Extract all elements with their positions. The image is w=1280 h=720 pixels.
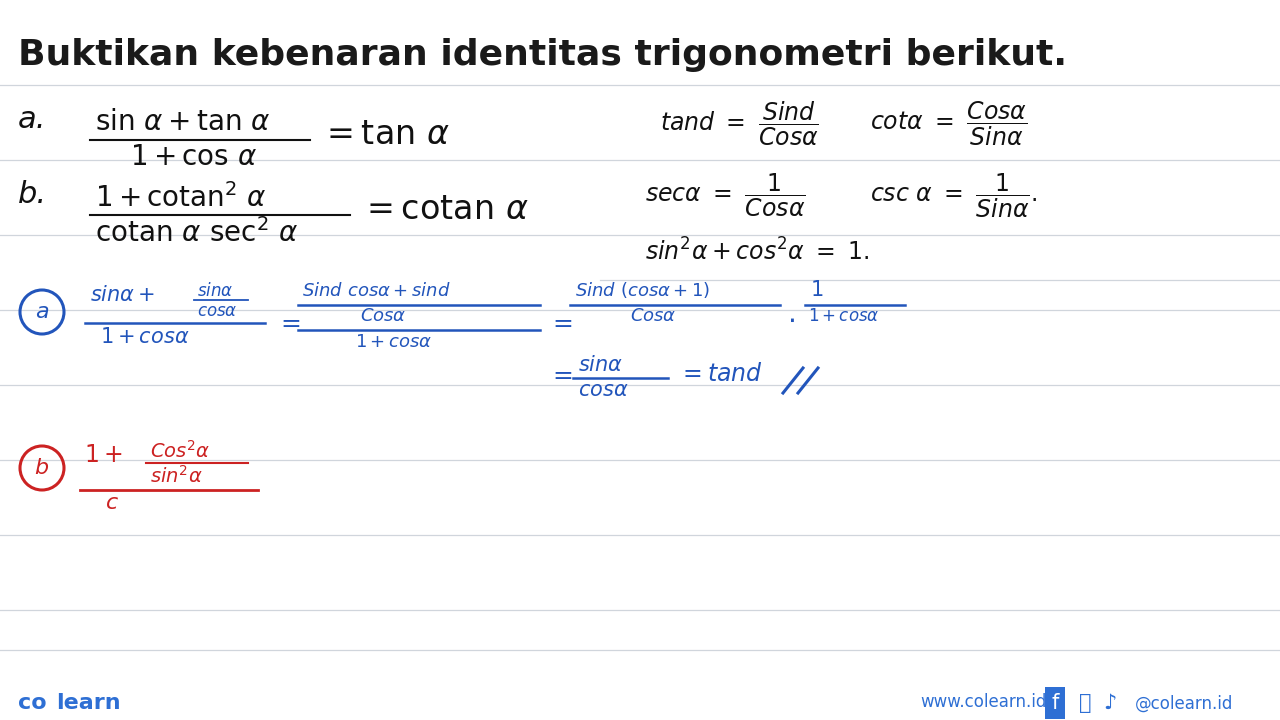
Text: a.: a. xyxy=(18,105,46,134)
Text: b.: b. xyxy=(18,180,47,209)
Text: learn: learn xyxy=(56,693,120,713)
Text: $1 + cos\alpha$: $1 + cos\alpha$ xyxy=(100,327,189,347)
Text: $1 + \mathrm{cos}\ \alpha$: $1 + \mathrm{cos}\ \alpha$ xyxy=(131,143,257,171)
Text: $1 + cos\alpha$: $1 + cos\alpha$ xyxy=(355,333,433,351)
Text: ⓞ: ⓞ xyxy=(1079,693,1092,713)
Text: $Cos\alpha$: $Cos\alpha$ xyxy=(360,307,407,325)
Text: co: co xyxy=(18,693,46,713)
Text: $sin^2\alpha$: $sin^2\alpha$ xyxy=(150,465,202,487)
Text: $cot\alpha\ =\ \dfrac{Cos\alpha}{Sin\alpha}$: $cot\alpha\ =\ \dfrac{Cos\alpha}{Sin\alp… xyxy=(870,100,1028,148)
Text: $Cos^2\alpha$: $Cos^2\alpha$ xyxy=(150,440,210,462)
Text: $a$: $a$ xyxy=(35,302,49,322)
Text: $cos\alpha$: $cos\alpha$ xyxy=(197,302,238,320)
Text: $= \mathrm{tan}\ \alpha$: $= \mathrm{tan}\ \alpha$ xyxy=(320,118,451,151)
Text: Buktikan kebenaran identitas trigonometri berikut.: Buktikan kebenaran identitas trigonometr… xyxy=(18,38,1068,72)
Text: $sin^2\alpha + cos^2\alpha\ =\ 1.$: $sin^2\alpha + cos^2\alpha\ =\ 1.$ xyxy=(645,238,869,265)
Text: $= \mathrm{cotan}\ \alpha$: $= \mathrm{cotan}\ \alpha$ xyxy=(360,193,529,226)
Text: $=$: $=$ xyxy=(548,310,573,334)
Text: $Sind\ cos\alpha + sind$: $Sind\ cos\alpha + sind$ xyxy=(302,282,451,300)
Text: $\cdot$: $\cdot$ xyxy=(787,307,795,335)
Text: ♪: ♪ xyxy=(1103,693,1116,713)
Text: $1$: $1$ xyxy=(810,280,823,300)
Text: $1+cos\alpha$: $1+cos\alpha$ xyxy=(808,307,879,325)
Text: $sin\alpha$: $sin\alpha$ xyxy=(197,282,233,300)
Text: $\mathrm{cotan}\ \alpha\ \mathrm{sec}^2\ \alpha$: $\mathrm{cotan}\ \alpha\ \mathrm{sec}^2\… xyxy=(95,218,298,248)
Text: $b$: $b$ xyxy=(35,458,50,478)
Text: $Sind\ (cos\alpha + 1)$: $Sind\ (cos\alpha + 1)$ xyxy=(575,280,710,300)
Text: $=$: $=$ xyxy=(276,310,301,334)
Text: $1 + \mathrm{cotan}^2\ \alpha$: $1 + \mathrm{cotan}^2\ \alpha$ xyxy=(95,183,266,213)
Text: f: f xyxy=(1051,693,1059,713)
Text: $tand\ =\ \dfrac{Sind}{Cos\alpha}$: $tand\ =\ \dfrac{Sind}{Cos\alpha}$ xyxy=(660,100,819,148)
Text: $c$: $c$ xyxy=(105,493,119,513)
Text: $\mathrm{sin}\ \alpha + \mathrm{tan}\ \alpha$: $\mathrm{sin}\ \alpha + \mathrm{tan}\ \a… xyxy=(95,108,270,136)
Text: $sec\alpha\ =\ \dfrac{1}{Cos\alpha}$: $sec\alpha\ =\ \dfrac{1}{Cos\alpha}$ xyxy=(645,172,805,220)
Text: $cos\alpha$: $cos\alpha$ xyxy=(579,380,628,400)
Text: $csc\ \alpha\ =\ \dfrac{1}{Sin\alpha}.$: $csc\ \alpha\ =\ \dfrac{1}{Sin\alpha}.$ xyxy=(870,172,1038,220)
Text: $=$: $=$ xyxy=(548,362,573,386)
Text: $sin\alpha$: $sin\alpha$ xyxy=(579,355,623,375)
Text: $sin\alpha +$: $sin\alpha +$ xyxy=(90,285,155,305)
Text: www.colearn.id: www.colearn.id xyxy=(920,693,1046,711)
Text: $1 +$: $1 +$ xyxy=(84,443,123,467)
Text: @colearn.id: @colearn.id xyxy=(1135,695,1234,713)
Text: $= tand$: $= tand$ xyxy=(678,362,763,386)
Text: $Cos\alpha$: $Cos\alpha$ xyxy=(630,307,677,325)
